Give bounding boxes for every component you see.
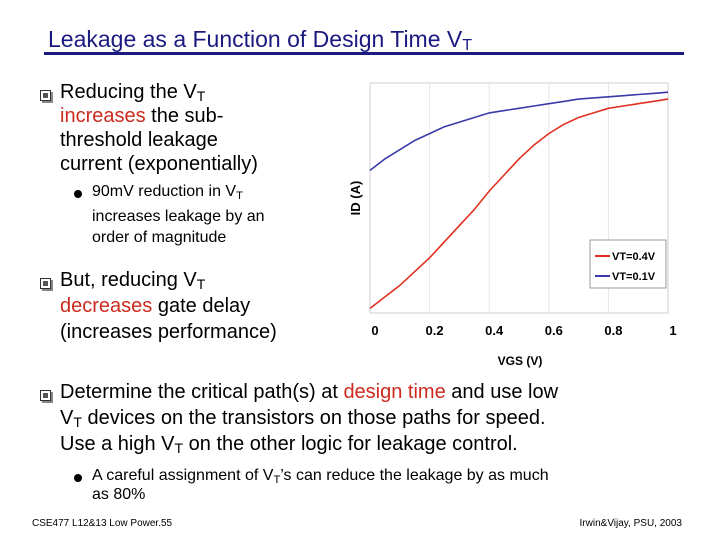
footer-left: CSE477 L12&13 Low Power.55 [32,518,173,529]
x-tick-label: 0.2 [426,323,444,338]
sub-bullet-1-line-2: increases leakage by an [92,208,265,225]
x-tick-label: 0.8 [604,323,622,338]
series-line-vt-0-1v [369,91,669,172]
square-bullet-icon [40,90,51,101]
x-tick-label: 0.4 [485,323,504,338]
bullet-1-line-1: Reducing the VT [60,81,206,104]
x-axis-label: VGS (V) [498,354,543,368]
bullet-1-line-2: increases the sub- [60,105,224,127]
y-axis-label: ID (A) [348,181,363,216]
square-bullet-icon [40,278,51,289]
bullet-2-line-3: (increases performance) [60,321,277,343]
series-line-vt-0-4v [369,98,669,310]
footer-right: Irwin&Vijay, PSU, 2003 [579,518,682,529]
legend-label: VT=0.1V [612,271,656,283]
x-tick-label: 0 [371,323,378,338]
bullet-3-line-3: Use a high VT on the other logic for lea… [60,433,518,456]
bullet-2-line-1: But, reducing VT [60,269,206,292]
bullet-3-line-2: VT devices on the transistors on those p… [60,407,546,430]
x-tick-label: 1 [669,323,676,338]
sub-bullet-3-line-1: A careful assignment of VT’s can reduce … [92,467,549,486]
sub-bullet-1-line-1: 90mV reduction in VT [92,183,243,202]
square-bullet-icon [40,390,51,401]
bullet-2-line-2: decreases gate delay [60,295,251,317]
page-title: Leakage as a Function of Design Time VT [48,26,473,54]
sub-bullet-3-line-2: as 80% [92,486,146,503]
bullet-3-line-1: Determine the critical path(s) at design… [60,381,559,403]
legend: VT=0.4V VT=0.1V [589,239,667,289]
x-tick-label: 0.6 [545,323,563,338]
sub-bullet-1-line-3: order of magnitude [92,229,227,246]
round-bullet-icon [74,474,82,482]
legend-label: VT=0.4V [612,251,656,263]
title-underline [44,52,684,55]
round-bullet-icon [74,190,82,198]
bullet-1-line-3: threshold leakage [60,129,218,151]
bullet-1-line-4: current (exponentially) [60,153,258,175]
id-vs-vgs-chart: 0 0.2 0.4 0.6 0.8 1 ID (A) VGS (V) VT=0.4VVT=… [348,82,677,368]
